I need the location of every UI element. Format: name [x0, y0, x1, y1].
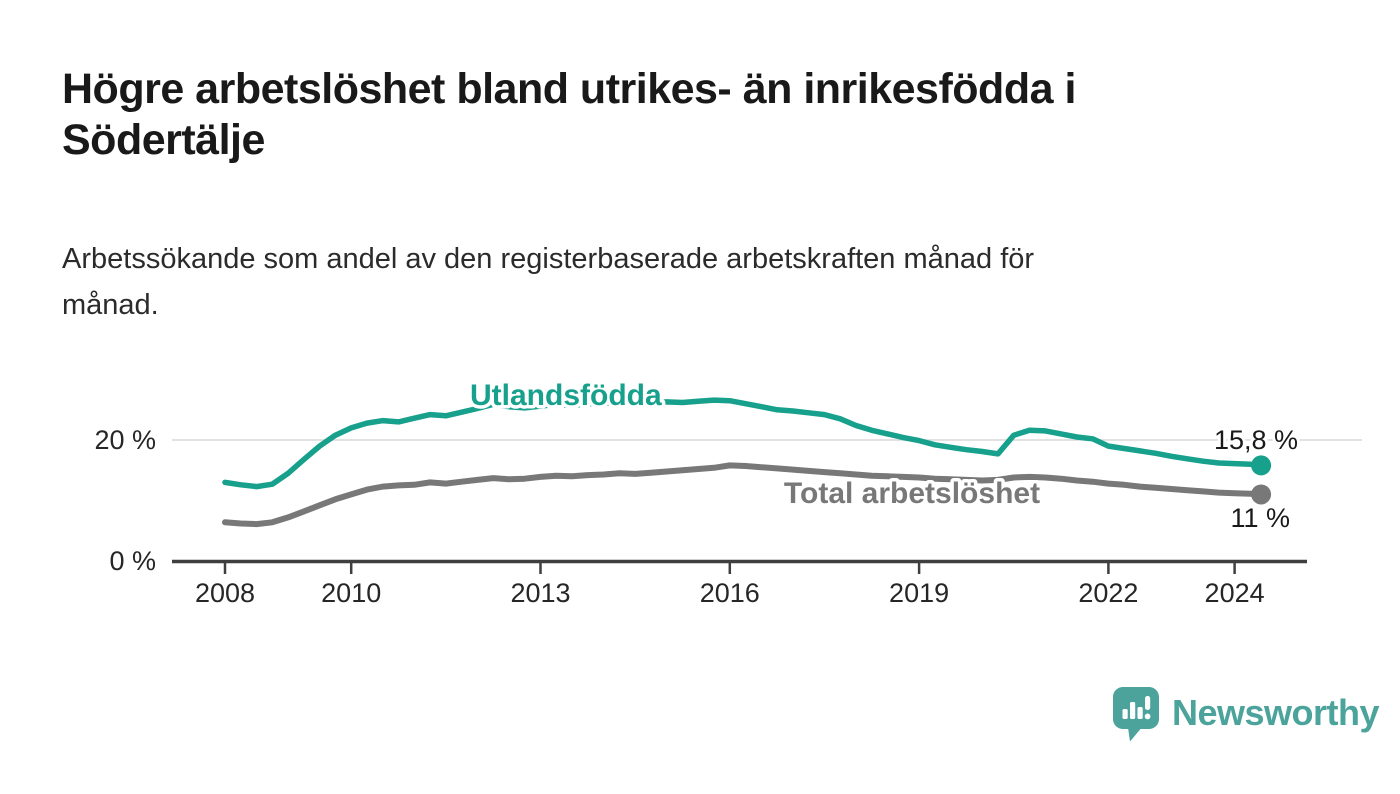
chart-subtitle: Arbetssökande som andel av den registerb…	[62, 236, 1282, 328]
x-tick-label-2024: 2024	[1205, 578, 1265, 608]
newsworthy-logo-icon	[1113, 687, 1159, 742]
series-line-utlandsfodda	[222, 397, 1264, 490]
newsworthy-logo: Newsworthy	[1112, 686, 1380, 744]
series-label-utlandsfodda: Utlandsfödda	[470, 379, 662, 412]
logo-bar-2	[1130, 702, 1136, 719]
chart-subtitle-line-1: Arbetssökande som andel av den registerb…	[62, 243, 1035, 275]
logo-exclamation-dot	[1144, 713, 1151, 720]
x-tick-label-2013: 2013	[510, 578, 570, 608]
x-tick-label-2016: 2016	[700, 578, 760, 608]
x-tick-label-2010: 2010	[321, 578, 381, 608]
series-line-total	[222, 462, 1265, 528]
end-value-label-total: 11 %	[1230, 503, 1290, 533]
y-tick-label-20: 20 %	[94, 425, 156, 455]
logo-bar-1	[1122, 709, 1128, 719]
newsworthy-logo-text: Newsworthy	[1172, 692, 1380, 733]
series-label-total: Total arbetslöshet	[784, 477, 1040, 510]
y-tick-label-0: 0 %	[109, 546, 156, 576]
x-tick-label-2022: 2022	[1078, 578, 1138, 608]
logo-exclamation-icon	[1145, 696, 1151, 710]
end-value-label-utlandsfodda: 15,8 %	[1214, 425, 1298, 455]
x-tick-label-2008: 2008	[195, 578, 255, 608]
logo-bar-3	[1137, 707, 1143, 719]
page-title-line-2: Södertälje	[62, 116, 265, 164]
x-tick-label-2019: 2019	[889, 578, 949, 608]
end-dot-utlandsfodda	[1251, 455, 1272, 476]
page-title: Högre arbetslöshet bland utrikes- än inr…	[62, 64, 1362, 166]
chart-subtitle-line-2: månad.	[62, 289, 159, 321]
page-title-line-1: Högre arbetslöshet bland utrikes- än inr…	[62, 65, 1076, 113]
end-dot-total	[1251, 484, 1272, 505]
